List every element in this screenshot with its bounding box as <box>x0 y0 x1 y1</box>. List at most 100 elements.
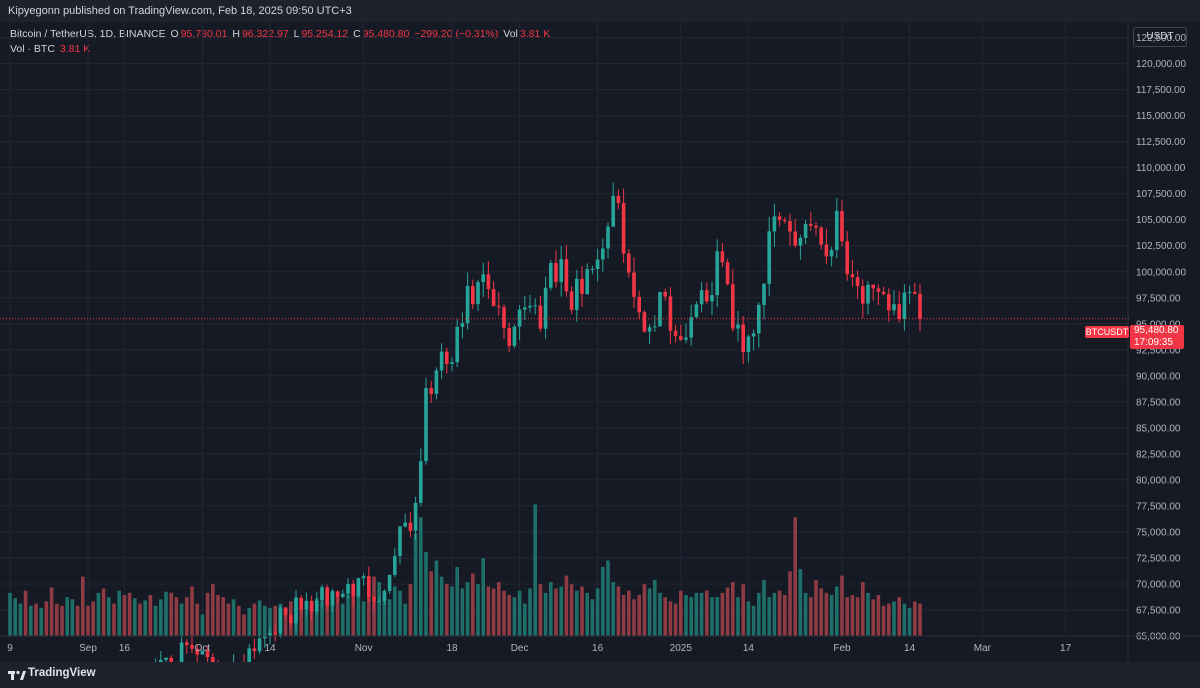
legend-c-label: C <box>353 28 361 40</box>
price-tick-label: 82,500.00 <box>1136 449 1181 460</box>
volume-bar <box>543 592 548 636</box>
volume-bar <box>616 586 621 636</box>
volume-bar <box>855 597 860 636</box>
candle-body <box>871 284 875 289</box>
volume-bar <box>689 597 693 636</box>
volume-bar <box>507 594 511 636</box>
price-tick-label: 110,000.00 <box>1136 163 1186 174</box>
candle-body <box>887 294 891 311</box>
candle-body <box>595 259 600 269</box>
volume-bar <box>429 571 433 636</box>
volume-bar <box>122 594 127 636</box>
volume-bar <box>153 605 158 636</box>
legend-l-value: 95,254.12 <box>301 28 349 40</box>
volume-bar <box>231 599 236 636</box>
candle-body <box>585 269 589 294</box>
volume-bar <box>439 576 444 636</box>
candle-body <box>429 388 433 394</box>
volume-bar <box>96 592 101 636</box>
volume-bar <box>107 597 111 636</box>
volume-bar <box>252 603 257 636</box>
candle-body <box>710 295 714 302</box>
volume-bar <box>871 599 875 636</box>
volume-bar <box>367 592 371 636</box>
volume-bar <box>49 587 54 636</box>
brand-name[interactable]: TradingView <box>28 667 96 679</box>
candle-body <box>720 251 725 263</box>
candle-body <box>850 274 855 278</box>
volume-bar <box>673 603 678 636</box>
symbol-tag: BTCUSDT <box>1085 326 1129 338</box>
candle-body <box>502 307 506 328</box>
candle-body <box>497 306 501 308</box>
candle-body <box>621 203 626 254</box>
price-tick-label: 97,500.00 <box>1136 293 1181 304</box>
price-tick-label: 65,000.00 <box>1136 632 1181 643</box>
candle-body <box>881 291 886 295</box>
volume-bar <box>341 603 345 636</box>
time-tick-label: 14 <box>904 643 916 654</box>
candle-body <box>705 290 709 302</box>
volume-bar <box>783 594 787 636</box>
candle-body <box>741 324 745 353</box>
candle-body <box>751 333 756 337</box>
candle-body <box>393 555 397 575</box>
candle-body <box>897 304 901 319</box>
candle-body <box>689 317 693 338</box>
time-tick-label: 9 <box>7 643 13 654</box>
candle-body <box>439 351 444 371</box>
candle-body <box>252 648 257 652</box>
volume-bar <box>528 588 532 636</box>
candle-body <box>190 645 194 649</box>
candle-body <box>746 336 751 353</box>
volume-bar <box>465 582 470 636</box>
volume-bar <box>211 584 215 636</box>
volume-bar <box>829 594 834 636</box>
candle-body <box>606 226 610 249</box>
tradingview-logo-icon <box>8 670 26 680</box>
candle-body <box>434 370 439 394</box>
candle-body <box>387 574 392 591</box>
legend-o-label: O <box>170 28 179 40</box>
price-tick-label: 77,500.00 <box>1136 501 1181 512</box>
footer: TradingView <box>0 662 1200 688</box>
time-tick-label: 16 <box>592 643 604 654</box>
volume-bar <box>216 594 220 636</box>
volume-bar <box>55 603 59 636</box>
volume-bar <box>741 584 745 636</box>
candle-body <box>913 291 917 294</box>
candle-body <box>627 253 631 273</box>
volume-bar <box>387 599 392 636</box>
price-tick-label: 70,000.00 <box>1136 579 1181 590</box>
volume-bar <box>684 594 688 636</box>
volume-bar <box>273 605 277 636</box>
volume-bar <box>23 590 28 636</box>
candle-body <box>356 578 361 597</box>
volume-bars <box>8 504 922 636</box>
candle-body <box>876 288 881 292</box>
volume-bar <box>809 597 813 636</box>
candle-body <box>575 278 579 311</box>
candle-body <box>819 227 823 245</box>
volume-bar <box>34 603 38 636</box>
candle-body <box>725 262 730 285</box>
time-tick-label: Sep <box>79 643 97 654</box>
candle-body <box>554 262 558 282</box>
currency-button[interactable]: USDT <box>1133 27 1187 47</box>
volume-bar <box>320 601 324 636</box>
volume-bar <box>632 599 636 636</box>
volume-bar <box>398 590 402 636</box>
candle-body <box>564 259 569 292</box>
candle-body <box>273 632 277 634</box>
volume-bar <box>335 597 340 636</box>
volume-bar <box>242 614 246 636</box>
candle-body <box>840 210 844 242</box>
candle-body <box>824 244 829 257</box>
price-chart[interactable]: 65,000.00 67,500.00 70,000.00 72,500.00 75,0… <box>0 22 1200 662</box>
candle-body <box>538 305 543 329</box>
candle-body <box>159 659 163 662</box>
volume-bar <box>455 566 459 636</box>
legend-vol-series-label[interactable]: Vol · BTC <box>10 43 55 55</box>
volume-bar <box>169 592 173 636</box>
volume-bar <box>205 592 210 636</box>
